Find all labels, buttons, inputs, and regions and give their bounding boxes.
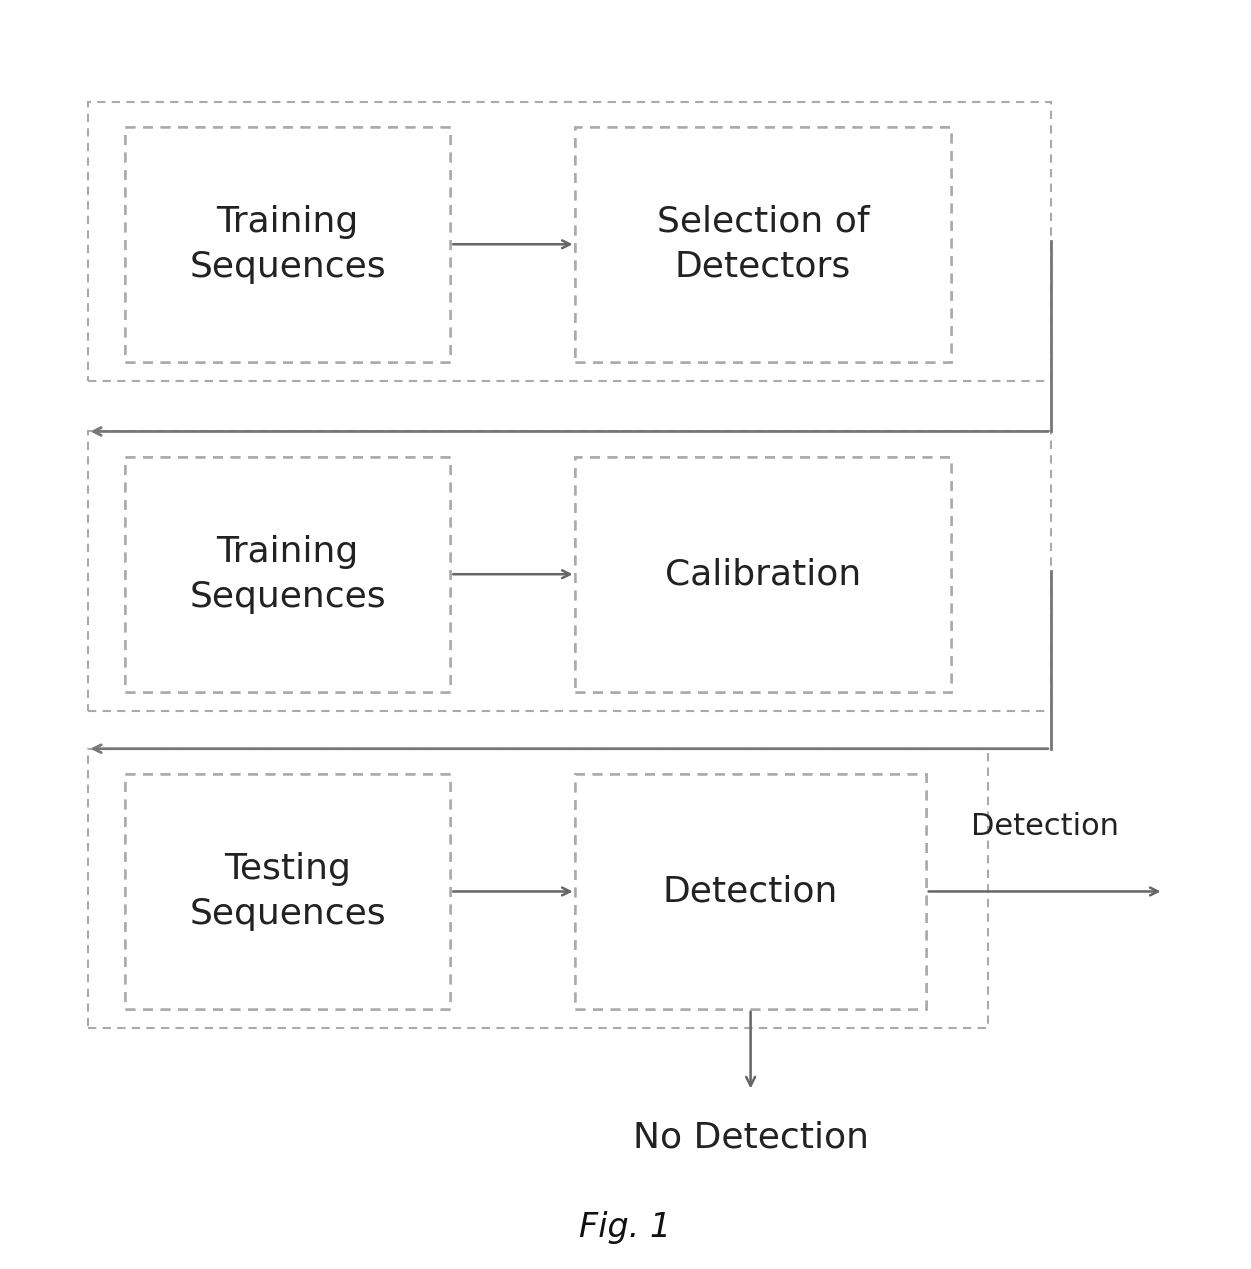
- Bar: [125, 457, 450, 692]
- Text: Fig. 1: Fig. 1: [579, 1211, 672, 1244]
- Bar: [125, 127, 450, 362]
- Bar: [575, 774, 926, 1009]
- Bar: [125, 774, 450, 1009]
- Bar: [88, 749, 988, 1028]
- Text: Training
Sequences: Training Sequences: [189, 204, 387, 284]
- Bar: [125, 774, 450, 1009]
- Bar: [575, 774, 926, 1009]
- Bar: [575, 774, 926, 1009]
- Text: Detection: Detection: [971, 812, 1118, 841]
- Text: Selection of
Detectors: Selection of Detectors: [657, 204, 869, 284]
- Text: Training
Sequences: Training Sequences: [189, 534, 387, 614]
- Bar: [575, 127, 951, 362]
- Text: Calibration: Calibration: [666, 557, 861, 591]
- Text: No Detection: No Detection: [633, 1121, 868, 1155]
- Text: Testing
Sequences: Testing Sequences: [189, 851, 387, 931]
- Bar: [125, 774, 450, 1009]
- Bar: [125, 127, 450, 362]
- Bar: [575, 127, 951, 362]
- Bar: [125, 127, 450, 362]
- Bar: [575, 457, 951, 692]
- Bar: [575, 457, 951, 692]
- Bar: [125, 457, 450, 692]
- Text: Detection: Detection: [663, 874, 838, 909]
- Bar: [125, 457, 450, 692]
- Bar: [88, 102, 1051, 381]
- Bar: [575, 127, 951, 362]
- Bar: [88, 431, 1051, 711]
- Bar: [575, 457, 951, 692]
